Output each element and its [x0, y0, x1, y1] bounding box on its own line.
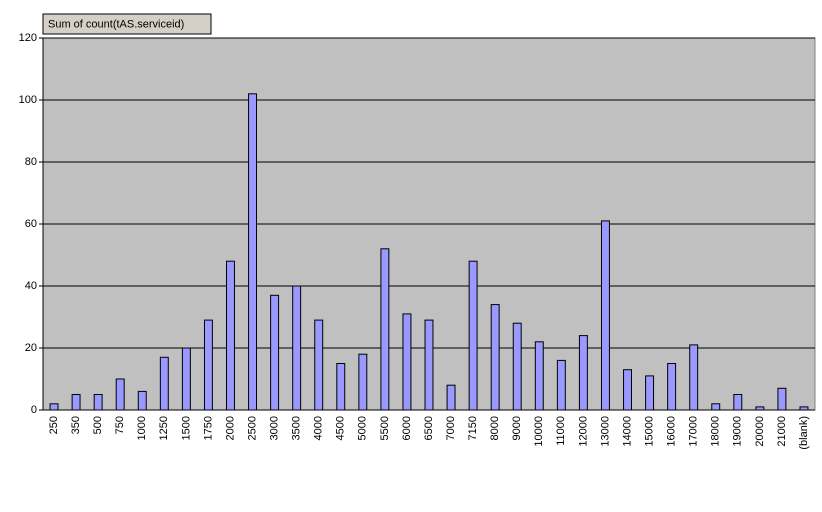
bar: [733, 394, 743, 411]
x-tick-label: 19000: [732, 416, 744, 447]
x-tick-label: 5500: [379, 416, 391, 440]
bar: [645, 375, 655, 411]
bar: [799, 406, 809, 411]
x-tick-label: 1250: [158, 416, 170, 440]
y-tick-label: 20: [25, 342, 37, 354]
bar: [600, 220, 610, 411]
x-tick-label: 3000: [269, 416, 281, 440]
x-tick-label: 21000: [776, 416, 788, 447]
x-tick-label: 17000: [688, 416, 700, 447]
field-button[interactable]: [42, 13, 212, 35]
bar: [711, 403, 721, 411]
bar: [556, 359, 566, 411]
bar: [667, 363, 677, 411]
bar: [181, 347, 191, 411]
x-tick-label: 7150: [467, 416, 479, 440]
bar: [623, 369, 632, 411]
x-tick-label: 250: [48, 416, 60, 434]
x-tick-label: 20000: [754, 416, 766, 447]
bar: [534, 341, 544, 411]
bar: [137, 390, 147, 411]
x-tick-label: 2500: [246, 416, 258, 440]
x-tick-label: 6000: [401, 416, 413, 440]
x-tick-label: 7000: [445, 416, 457, 440]
x-tick-label: 2000: [224, 416, 236, 440]
bar: [203, 319, 213, 411]
bar: [490, 304, 500, 411]
y-tick-label: 120: [19, 32, 37, 44]
bar: [358, 353, 368, 411]
x-tick-label: 10000: [533, 416, 545, 447]
bar: [689, 344, 699, 411]
bar: [578, 335, 588, 411]
bar: [49, 403, 59, 411]
bar: [93, 394, 103, 411]
x-tick-label: 750: [114, 416, 126, 434]
y-tick-label: 80: [25, 156, 37, 168]
x-tick-label: 9000: [511, 416, 523, 440]
bar: [159, 356, 169, 411]
bar: [777, 387, 787, 411]
x-tick-label: 500: [92, 416, 104, 434]
x-tick-label: 14000: [621, 416, 633, 447]
bar: [115, 378, 125, 411]
bar: [468, 260, 478, 411]
x-tick-label: (blank): [798, 416, 810, 450]
bar: [292, 285, 302, 411]
x-tick-label: 13000: [599, 416, 611, 447]
x-tick-label: 6500: [423, 416, 435, 440]
x-tick-label: 11000: [555, 416, 567, 446]
bar: [512, 322, 522, 411]
bar: [71, 394, 81, 411]
x-tick-label: 4500: [335, 416, 347, 440]
x-tick-label: 350: [70, 416, 82, 434]
chart-title: Sum of count(tAS.serviceid): [48, 18, 184, 30]
y-tick-label: 0: [31, 404, 37, 416]
bar: [248, 93, 258, 411]
y-tick-label: 40: [25, 280, 37, 292]
x-tick-label: 16000: [666, 416, 678, 447]
x-tick-label: 5000: [357, 416, 369, 440]
x-tick-label: 8000: [489, 416, 501, 440]
bar: [755, 406, 765, 411]
x-tick-label: 1500: [180, 416, 192, 440]
bar: [380, 248, 390, 411]
x-tick-label: 12000: [577, 416, 589, 447]
bar: [226, 260, 235, 411]
bar: [270, 294, 280, 411]
bar: [424, 319, 434, 411]
x-tick-label: 1750: [202, 416, 214, 440]
bar: [402, 313, 412, 411]
x-tick-label: 3500: [291, 416, 303, 440]
x-tick-label: 15000: [643, 416, 655, 447]
x-tick-label: 4000: [313, 416, 325, 440]
bar: [336, 363, 346, 411]
y-tick-label: 60: [25, 218, 37, 230]
bar: [314, 319, 324, 411]
x-tick-label: 1000: [136, 416, 148, 440]
bar: [446, 384, 456, 411]
y-tick-label: 100: [19, 94, 37, 106]
x-tick-label: 18000: [710, 416, 722, 447]
